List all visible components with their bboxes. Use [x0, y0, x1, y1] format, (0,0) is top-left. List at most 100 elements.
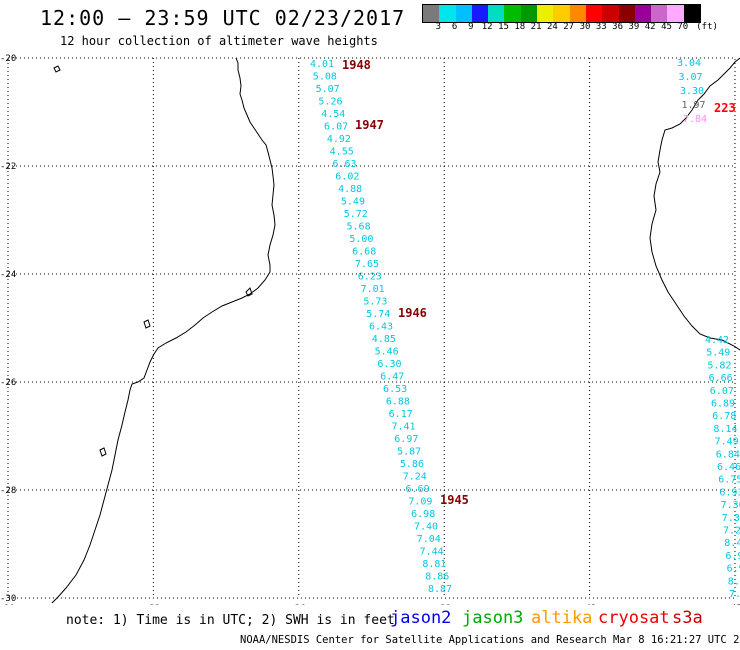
- pass-time-label: 1946: [398, 306, 427, 320]
- wave-height-value: 7.36: [721, 500, 740, 511]
- wave-height-value: 4.54: [321, 109, 345, 120]
- satellite-legend-item: jason3: [462, 608, 524, 628]
- legend-label: 33: [595, 22, 607, 32]
- legend-swatch: [651, 5, 668, 22]
- axis-labels: 30 33 36 39 42 45 -20 -22 -24 -26 -28 -30: [0, 54, 740, 605]
- wave-height-value: 5.68: [347, 222, 371, 233]
- wave-height-value: 3.07: [679, 72, 703, 83]
- legend-label: 39: [628, 22, 640, 32]
- wave-height-value: 6.47: [380, 372, 404, 383]
- lat-tick-label: -22: [0, 162, 16, 172]
- wave-height-value: 6.84: [716, 449, 740, 460]
- legend-swatch: [553, 5, 570, 22]
- wave-height-value: 6.07: [324, 122, 348, 133]
- lon-tick-label: 36: [295, 604, 306, 605]
- wave-height-value: 5.49: [341, 197, 365, 208]
- lat-tick-label: -24: [0, 270, 16, 280]
- wave-height-value: 6.02: [335, 172, 359, 183]
- wave-height-value: 5.73: [363, 297, 387, 308]
- legend-swatch: [471, 5, 489, 22]
- wave-height-value: 5.08: [313, 72, 337, 83]
- pass-time-label: 1945: [440, 493, 469, 507]
- wave-height-value: 5.49: [706, 348, 730, 359]
- wave-height-value: 7.4: [729, 589, 740, 600]
- wave-height-value: 1.97: [682, 100, 706, 111]
- legend-swatch: [537, 5, 554, 22]
- wave-height-value: 5.00: [349, 234, 373, 245]
- legend-swatch: [520, 5, 538, 22]
- lon-tick-label: 39: [440, 604, 451, 605]
- wave-height-value: 8.87: [428, 584, 452, 595]
- legend-label: 24: [546, 22, 558, 32]
- wave-height-value: 5.46: [375, 347, 399, 358]
- wave-height-value: 6.97: [394, 434, 418, 445]
- lon-tick-label: 33: [149, 604, 160, 605]
- madagascar-coastline: [649, 57, 740, 351]
- wave-height-value: 3.30: [680, 86, 704, 97]
- wave-height-value: 7.01: [361, 284, 385, 295]
- island-2: [143, 319, 151, 329]
- wave-height-value: 5.86: [400, 459, 424, 470]
- legend-label: 36: [612, 22, 624, 32]
- wave-height-value: 8.14: [713, 424, 737, 435]
- lat-tick-label: -20: [0, 54, 16, 64]
- legend-label: 42: [644, 22, 656, 32]
- legend-swatch: [618, 5, 635, 22]
- legend-label: 9: [468, 22, 474, 32]
- wave-height-value: 6.96: [725, 551, 740, 562]
- legend-label: 27: [563, 22, 575, 32]
- legend-label: 21: [530, 22, 542, 32]
- legend-label: 70: [677, 22, 689, 32]
- wave-height-value: 5.87: [397, 447, 421, 458]
- legend-swatch: [634, 5, 652, 22]
- pass-time-label: 1947: [355, 118, 384, 132]
- wave-height-value: 7.41: [391, 422, 415, 433]
- legend-swatch: [602, 5, 619, 22]
- coastline: [51, 57, 740, 604]
- legend-label: 15: [498, 22, 509, 32]
- satellite-legend-item: jason2: [390, 608, 452, 628]
- wave-height-value: 4.85: [372, 334, 396, 345]
- lon-tick-label: 45: [731, 604, 740, 605]
- wave-height-value: 4.92: [327, 134, 351, 145]
- wave-height-value: 5.72: [344, 209, 368, 220]
- wave-height-value: 3.04: [677, 58, 701, 69]
- map-frame: [7, 57, 736, 599]
- lat-tick-label: -26: [0, 378, 16, 388]
- legend-swatch: [455, 5, 472, 22]
- wave-height-value: 6.89: [711, 399, 735, 410]
- legend-label: 18: [514, 22, 526, 32]
- wave-height-value: 4.01: [310, 59, 334, 70]
- wave-height-value: 4.55: [330, 147, 354, 158]
- wave-height-value: 7.34: [722, 513, 740, 524]
- wave-height-value: 6.68: [352, 247, 376, 258]
- wave-height-value: 6.43: [369, 322, 393, 333]
- legend-swatch: [585, 5, 603, 22]
- satellite-legend-item: s3a: [672, 608, 703, 628]
- wave-height-value: 6.88: [386, 397, 410, 408]
- wave-height-value: 6.17: [389, 409, 413, 420]
- wave-height-value: 4.42: [705, 335, 729, 346]
- wave-height-value: 7.04: [417, 534, 441, 545]
- wave-height-value: 6.46: [717, 462, 740, 473]
- lat-lon-grid: [7, 57, 736, 599]
- pass-time-label: 223: [714, 101, 736, 115]
- satellite-legend-item: cryosat: [598, 608, 670, 628]
- wave-height-value: 6.66: [709, 373, 733, 384]
- wave-height-value: 6.07: [710, 386, 734, 397]
- legend-label: (ft): [696, 22, 718, 32]
- wave-height-value: 6.69: [406, 484, 430, 495]
- wave-height-value: 7.84: [683, 114, 707, 125]
- legend-swatch: [683, 5, 701, 22]
- wave-height-value: 6.53: [383, 384, 407, 395]
- wave-height-value: 6.91: [727, 564, 740, 575]
- lat-tick-label: -30: [0, 594, 16, 604]
- legend-swatch: [439, 5, 456, 22]
- wave-height-value: 5.26: [318, 97, 342, 108]
- wave-height-value: 6.75: [718, 475, 740, 486]
- wave-height-value: 5.07: [316, 84, 340, 95]
- legend-swatch: [667, 5, 684, 22]
- island-4: [245, 287, 253, 297]
- wave-height-value: 8.81: [422, 559, 446, 570]
- legend-label: 6: [451, 22, 458, 32]
